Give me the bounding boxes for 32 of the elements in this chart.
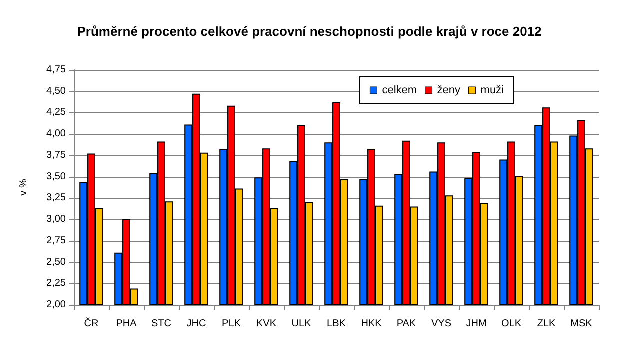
legend-label: celkem <box>382 84 418 96</box>
y-tick-label: 3,00 <box>46 214 66 226</box>
x-tick-label: HKK <box>361 318 382 330</box>
y-tick-label: 4,00 <box>46 128 66 140</box>
x-tick-label: MSK <box>570 318 593 330</box>
y-tick-label: 3,25 <box>46 192 66 204</box>
x-tick-label: PLK <box>222 318 242 330</box>
y-tick-label: 2,25 <box>46 278 66 290</box>
x-tick-label: ULK <box>292 318 312 330</box>
x-tick-label: LBK <box>327 318 346 330</box>
legend-label: muži <box>480 84 504 96</box>
chart-title: Průměrné procento celkové pracovní neschopnosti podle krajů v roce 2012 <box>77 24 542 39</box>
y-tick-label: 4,75 <box>46 64 66 76</box>
x-tick-label: PAK <box>396 318 416 330</box>
x-tick-label: ČR <box>84 318 99 330</box>
x-tick-label: OLK <box>501 318 522 330</box>
y-tick-label: 2,50 <box>46 256 66 268</box>
x-tick-label: JHC <box>186 318 206 330</box>
y-tick-label: 4,50 <box>46 86 66 97</box>
x-tick-label: KVK <box>256 318 277 330</box>
y-tick-label: 2,75 <box>46 235 66 246</box>
x-tick-label: JHM <box>466 318 487 330</box>
x-tick-label: STC <box>152 318 172 330</box>
y-axis-title: v % <box>18 179 30 196</box>
y-tick-label: 4,25 <box>46 107 66 118</box>
y-tick-label: 2,00 <box>46 300 66 310</box>
x-tick-label: ZLK <box>537 318 556 330</box>
x-tick-label: PHA <box>116 318 138 330</box>
y-tick-label: 3,75 <box>46 150 66 161</box>
x-tick-label: VYS <box>431 318 452 330</box>
y-tick-label: 3,50 <box>46 171 66 182</box>
legend-label: ženy <box>437 84 462 96</box>
